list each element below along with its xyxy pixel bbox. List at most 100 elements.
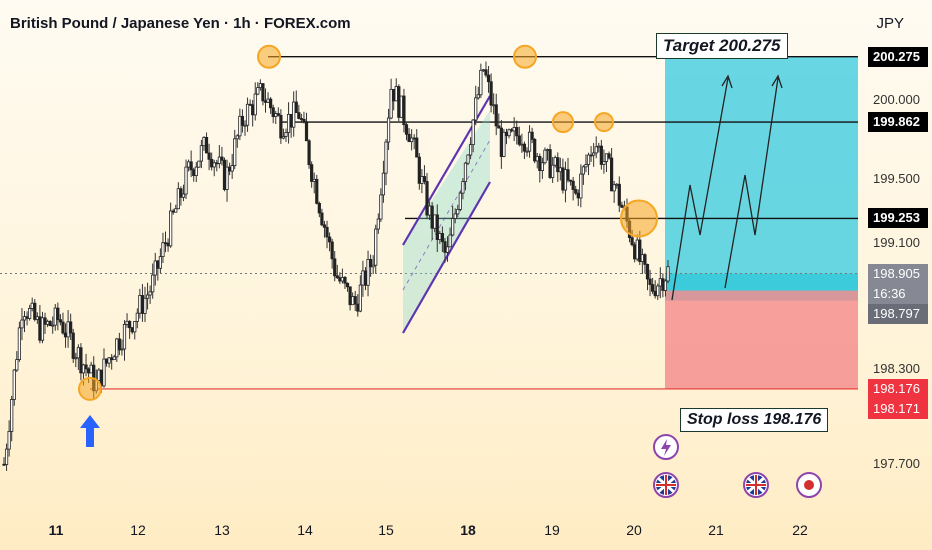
lightning-icon[interactable] (653, 434, 679, 460)
candle-body (504, 131, 509, 137)
date-label-22: 22 (792, 522, 808, 538)
candle-body (138, 295, 142, 314)
candle-body (97, 369, 101, 381)
candle-body (584, 164, 588, 168)
candle-body (266, 98, 270, 103)
channel-mid-line (402, 139, 491, 291)
candle-body (476, 94, 480, 99)
candle-body (333, 258, 337, 277)
candle-body (171, 210, 175, 213)
candle-body (69, 321, 73, 334)
uk-flag-icon[interactable] (743, 472, 769, 498)
candle-body (79, 347, 83, 374)
candle-body (594, 146, 598, 154)
candle-body (369, 259, 373, 268)
highlight-circle-5 (620, 199, 658, 238)
price-label-16:36: 16:36 (868, 283, 928, 304)
date-label-11: 11 (48, 522, 64, 538)
candle-body (410, 137, 414, 143)
candle-body (381, 172, 386, 196)
candle-body (643, 254, 647, 265)
candle-body (648, 278, 652, 285)
candle-body (256, 87, 260, 95)
candle-body (638, 239, 642, 262)
candle-body (440, 233, 444, 243)
candle-body (315, 178, 319, 204)
candle-body (563, 169, 568, 191)
candle-body (225, 166, 229, 190)
candle-body (553, 157, 557, 166)
candle-body (281, 136, 286, 139)
price-tick: 199.100 (873, 234, 920, 250)
candle-body (143, 297, 147, 314)
candle-body (609, 157, 614, 192)
candle-body (489, 81, 493, 106)
buy-arrow-icon (80, 415, 100, 447)
candle-body (645, 264, 650, 280)
stop-zone (665, 290, 858, 389)
candle-body (63, 332, 68, 338)
highlight-circle-3 (552, 111, 574, 134)
candle-body (53, 307, 57, 326)
candle-body (415, 137, 419, 158)
candle-body (615, 183, 619, 186)
candle-body (456, 209, 460, 215)
date-label-12: 12 (130, 522, 146, 538)
candle-body (199, 145, 204, 162)
candle-body (202, 137, 206, 147)
candle-body (302, 118, 306, 123)
candle-body (335, 275, 339, 279)
candle-body (592, 152, 596, 156)
date-label-15: 15 (378, 522, 394, 538)
candle-body (412, 137, 416, 140)
japan-flag-icon[interactable] (796, 472, 822, 498)
candle-body (343, 276, 347, 284)
candle-body (176, 188, 180, 210)
candle-body (581, 166, 585, 175)
candle-body (533, 139, 537, 162)
candle-body (220, 156, 224, 161)
candle-body (471, 119, 475, 146)
highlight-circle-2 (513, 44, 537, 69)
candle-body (538, 156, 542, 171)
price-label-200.275: 200.275 (868, 46, 928, 67)
candle-body (435, 214, 439, 240)
candle-body (512, 127, 516, 132)
candle-body (194, 166, 198, 176)
channel-fill (403, 110, 490, 333)
price-label-198.171: 198.171 (868, 398, 928, 419)
candle-body (607, 153, 611, 159)
candle-body (348, 286, 352, 306)
candle-body (158, 256, 162, 269)
candle-body (66, 321, 70, 338)
candle-body (545, 149, 550, 151)
candle-body (235, 135, 239, 140)
target-annotation: Target 200.275 (656, 33, 788, 59)
candle-body (184, 166, 188, 195)
candle-body (353, 296, 357, 305)
candle-body (640, 254, 644, 262)
candle-body (128, 320, 132, 329)
uk-flag-icon[interactable] (653, 472, 679, 498)
candle-body (163, 242, 168, 245)
candle-body (56, 307, 60, 321)
candle-body (374, 228, 378, 266)
candle-body (89, 364, 93, 374)
candle-body (38, 316, 42, 341)
candle-body (261, 83, 265, 102)
candle-body (207, 152, 211, 160)
projection-path-1 (671, 77, 729, 301)
candle-body (497, 125, 501, 129)
candle-body (140, 295, 145, 314)
candle-body (43, 317, 47, 325)
candle-body (240, 115, 245, 126)
candle-body (438, 233, 442, 240)
highlight-circle-1 (257, 44, 281, 69)
candle-body (151, 274, 155, 293)
candle-body (479, 69, 483, 96)
candle-body (351, 296, 355, 306)
candle-body (269, 98, 273, 109)
candle-body (104, 358, 109, 364)
